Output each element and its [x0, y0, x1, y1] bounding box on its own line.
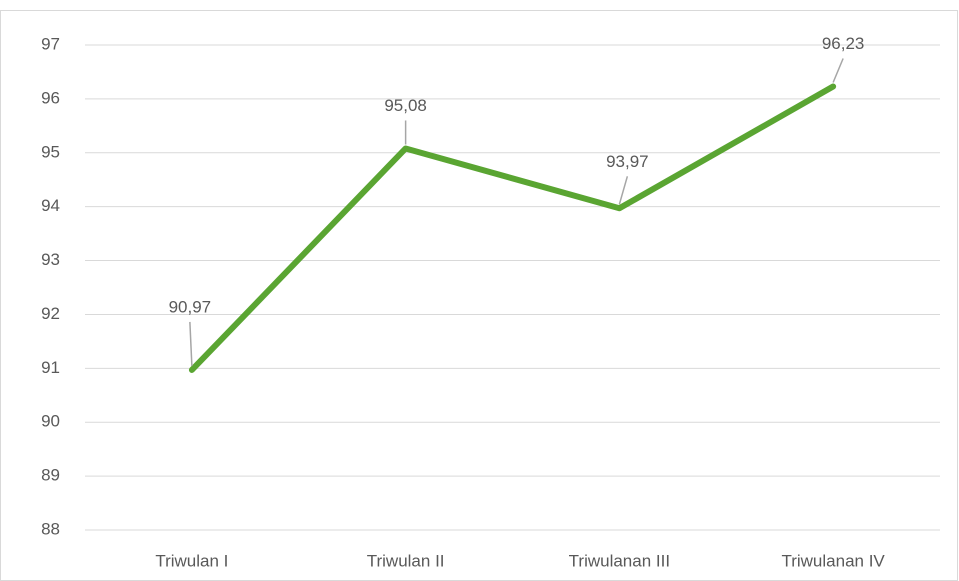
- y-tick-label: 95: [41, 142, 60, 161]
- leader-line: [189, 321, 193, 366]
- leader-line: [618, 176, 629, 205]
- y-tick-label: 96: [41, 88, 60, 107]
- data-label: 93,97: [606, 152, 649, 171]
- y-tick-label: 89: [41, 466, 60, 485]
- y-tick-label: 90: [41, 412, 60, 431]
- y-tick-label: 91: [41, 358, 60, 377]
- y-tick-label: 97: [41, 34, 60, 53]
- x-tick-label: Triwulanan III: [569, 551, 670, 570]
- y-tick-label: 88: [41, 519, 60, 538]
- y-tick-label: 92: [41, 304, 60, 323]
- x-tick-label: Triwulanan IV: [781, 551, 885, 570]
- x-tick-label: Triwulan I: [155, 551, 228, 570]
- data-label: 90,97: [169, 297, 212, 316]
- x-tick-label: Triwulan II: [367, 551, 445, 570]
- y-tick-label: 94: [41, 196, 60, 215]
- leader-line: [832, 58, 844, 83]
- line: [188, 83, 837, 373]
- data-label: 95,08: [384, 96, 427, 115]
- data-label: 96,23: [822, 34, 865, 53]
- y-tick-label: 93: [41, 250, 60, 269]
